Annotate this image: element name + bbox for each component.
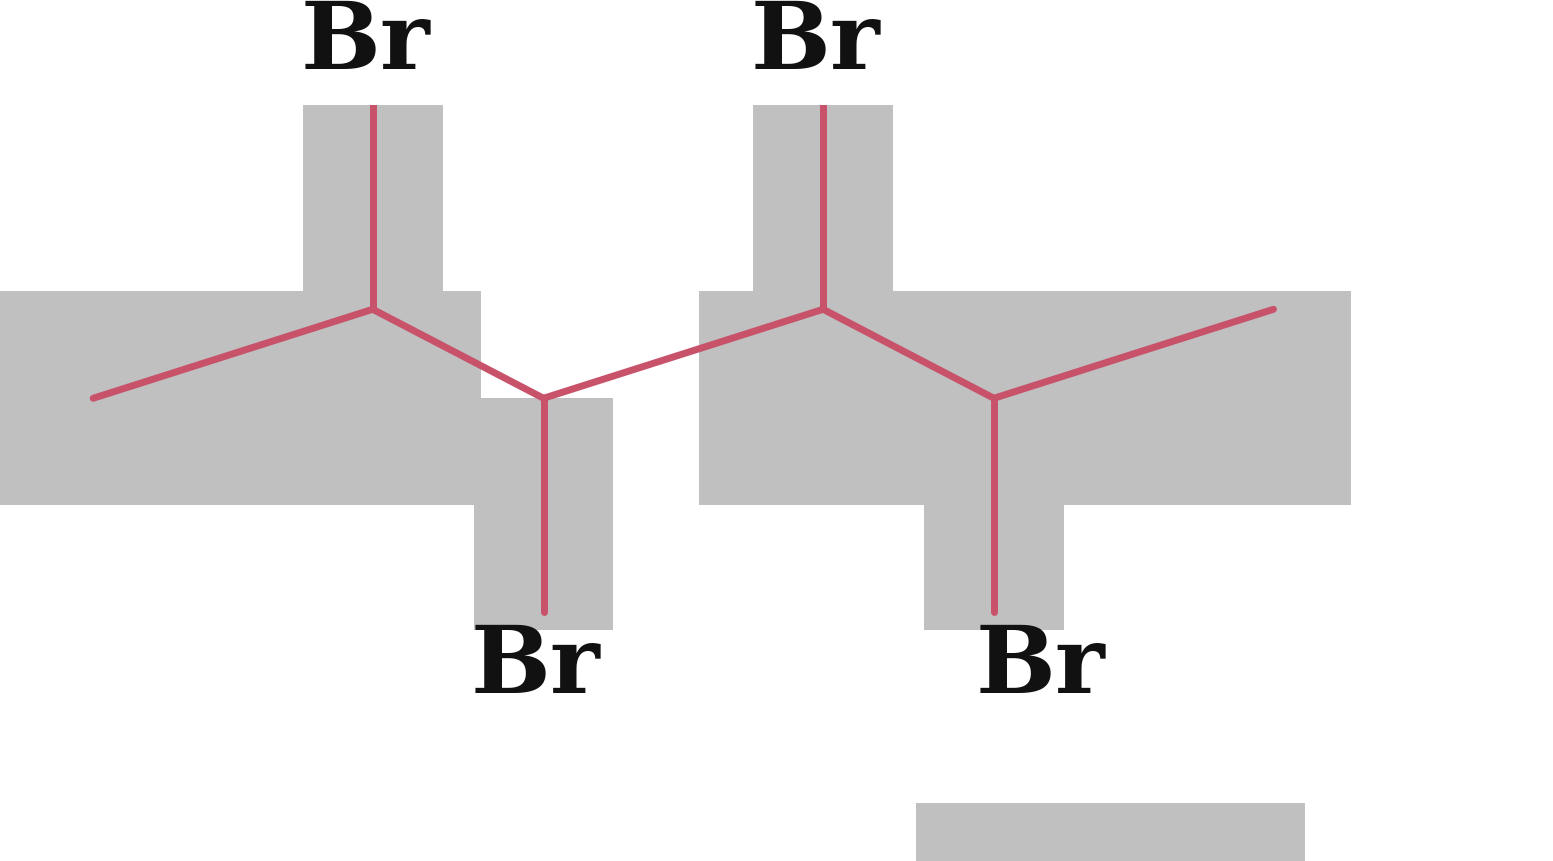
FancyBboxPatch shape	[916, 803, 1305, 861]
Text: Br: Br	[471, 621, 601, 711]
FancyBboxPatch shape	[474, 399, 613, 630]
FancyBboxPatch shape	[303, 79, 443, 310]
FancyBboxPatch shape	[924, 399, 1064, 630]
Text: Br: Br	[975, 621, 1106, 711]
Text: Br: Br	[300, 0, 430, 88]
FancyBboxPatch shape	[699, 292, 1351, 505]
FancyBboxPatch shape	[753, 79, 893, 310]
Text: Br: Br	[750, 0, 881, 88]
FancyBboxPatch shape	[0, 292, 481, 505]
